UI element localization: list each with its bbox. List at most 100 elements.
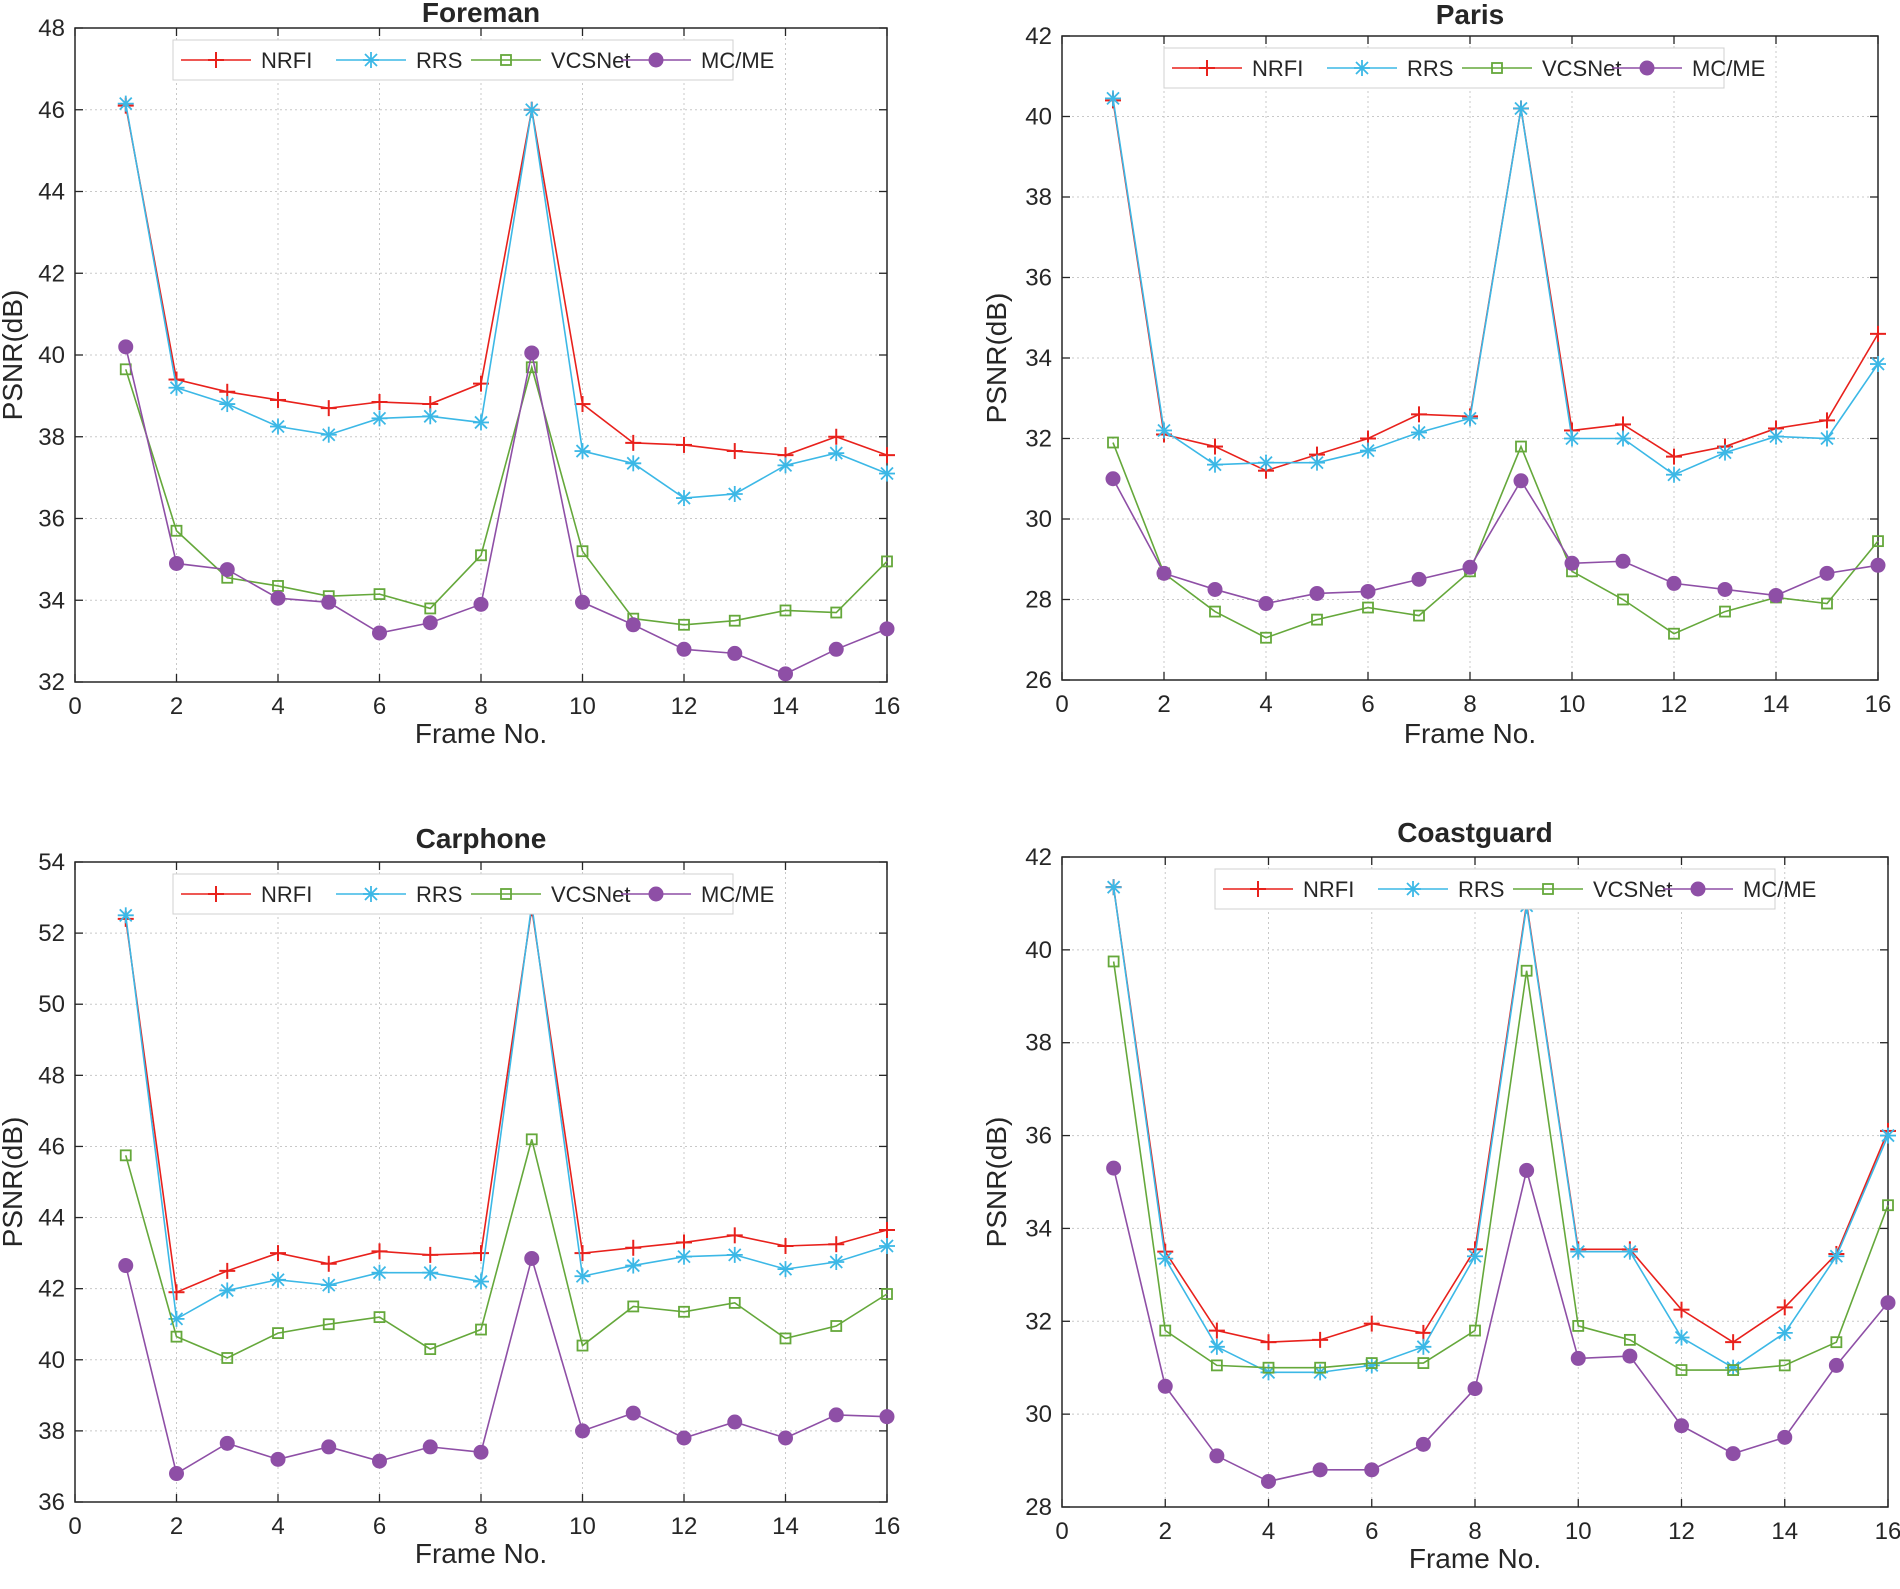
point-mc-me-6 <box>1411 571 1427 587</box>
legend-label: NRFI <box>1252 56 1303 81</box>
point-rrs-7 <box>473 414 489 431</box>
point-rrs-11 <box>1673 1329 1690 1346</box>
point-rrs-15 <box>879 1238 895 1254</box>
y-tick-label: 28 <box>1025 587 1052 614</box>
point-mc-me-4 <box>321 1439 337 1455</box>
point-mc-me-8 <box>524 1250 540 1266</box>
point-nrfi-2 <box>1208 1322 1225 1339</box>
point-mc-me-14 <box>828 641 844 657</box>
series-line <box>1112 100 1879 472</box>
point-vcsnet-legend <box>500 888 512 900</box>
point-vcsnet-12 <box>728 614 741 627</box>
point-rrs-5 <box>371 410 388 427</box>
x-tick-label: 4 <box>271 693 284 720</box>
point-vcsnet-5 <box>373 588 386 601</box>
point-mc-me-10 <box>1622 1348 1638 1364</box>
y-tick-label: 32 <box>38 669 65 696</box>
point-vcsnet-2 <box>221 1352 234 1364</box>
x-axis-label: Frame No. <box>1409 1543 1541 1574</box>
point-vcsnet-11 <box>678 618 690 631</box>
legend: NRFI RRS VCSNet MC/ME <box>1214 868 1816 910</box>
y-tick-label: 40 <box>1025 104 1052 131</box>
series-nrfi <box>1105 92 1886 479</box>
point-rrs-13 <box>1768 428 1784 445</box>
point-vcsnet-1 <box>170 524 183 537</box>
point-vcsnet-0 <box>1107 436 1119 449</box>
point-vcsnet-14 <box>830 1320 843 1332</box>
point-vcsnet-5 <box>1362 601 1374 614</box>
point-nrfi-legend <box>208 886 224 902</box>
series-nrfi <box>117 97 895 464</box>
point-mc-me-15 <box>1880 1295 1896 1311</box>
y-tick-label: 30 <box>1025 506 1052 533</box>
point-nrfi-5 <box>1363 1315 1380 1332</box>
point-rrs-12 <box>1717 444 1733 461</box>
legend-item-nrfi: NRFI <box>181 882 312 907</box>
point-mc-me-11 <box>676 1430 692 1446</box>
point-rrs-5 <box>371 1264 388 1281</box>
point-rrs-4 <box>1309 454 1325 471</box>
point-vcsnet-8 <box>525 1133 538 1146</box>
point-rrs-6 <box>422 1264 439 1281</box>
point-nrfi-6 <box>422 1246 439 1263</box>
point-mc-me-0 <box>118 339 134 355</box>
point-mc-me-8 <box>1519 1162 1535 1178</box>
point-rrs-13 <box>1776 1324 1793 1341</box>
y-tick-label: 36 <box>38 1489 65 1516</box>
point-vcsnet-14 <box>830 606 843 619</box>
point-vcsnet-3 <box>272 1327 284 1340</box>
point-rrs-12 <box>726 1246 743 1263</box>
legend-label: MC/ME <box>701 48 774 73</box>
legend-item-mc-me: MC/ME <box>1663 877 1816 902</box>
series-vcsnet <box>1107 436 1884 644</box>
series-mc-me <box>118 339 895 682</box>
chart-foreman: 0 2 4 6 8 10 12 14 16323436384042444648ForemanFr… <box>0 0 900 749</box>
x-axis-label: Frame No. <box>415 1538 547 1569</box>
point-vcsnet-legend <box>500 54 512 66</box>
point-rrs-10 <box>1621 1243 1638 1260</box>
series-line <box>1112 98 1879 476</box>
y-tick-label: 30 <box>1025 1401 1052 1428</box>
legend: NRFI RRS VCSNet MC/ME <box>172 39 774 81</box>
point-vcsnet-15 <box>881 555 893 568</box>
point-rrs-6 <box>422 408 439 425</box>
point-nrfi-15 <box>1870 325 1886 342</box>
legend-item-rrs: RRS <box>336 48 462 73</box>
point-mc-me-10 <box>625 1405 641 1421</box>
x-tick-label: 0 <box>1055 691 1068 718</box>
point-vcsnet-11 <box>678 1305 690 1318</box>
legend-label: VCSNet <box>551 882 630 907</box>
series-line <box>1112 961 1889 1371</box>
point-mc-me-1 <box>169 1466 184 1482</box>
legend-label: MC/ME <box>701 882 774 907</box>
series-line <box>124 1139 888 1359</box>
point-nrfi-11 <box>676 436 692 453</box>
point-vcsnet-legend <box>1491 62 1503 74</box>
point-vcsnet-10 <box>1623 1333 1636 1346</box>
x-tick-label: 0 <box>68 693 81 720</box>
point-nrfi-7 <box>473 1245 489 1262</box>
point-nrfi-11 <box>1666 448 1682 465</box>
point-mc-me-13 <box>778 666 793 682</box>
series-line <box>124 346 888 675</box>
point-nrfi-2 <box>1207 438 1223 455</box>
point-mc-me-9 <box>1564 555 1580 571</box>
legend-label: RRS <box>1407 56 1453 81</box>
point-mc-me-4 <box>321 594 337 610</box>
y-tick-label: 42 <box>1025 844 1052 871</box>
point-rrs-7 <box>1467 1248 1483 1265</box>
point-nrfi-14 <box>1819 412 1835 429</box>
y-tick-label: 44 <box>38 1205 65 1232</box>
y-tick-label: 38 <box>1025 1030 1052 1057</box>
point-rrs-4 <box>320 1277 337 1294</box>
point-rrs-13 <box>777 457 794 474</box>
chart-paris: 0 2 4 6 8 10 12 14 16 26 28 30 32 34 36 38 40 42 Paris Fram… <box>981 0 1891 749</box>
point-vcsnet-4 <box>1311 613 1323 626</box>
y-axis-label: PSNR(dB) <box>981 1117 1012 1248</box>
y-tick-label: 42 <box>1025 23 1052 50</box>
x-tick-label: 14 <box>772 1513 799 1540</box>
point-mc-me-7 <box>1462 559 1478 575</box>
point-rrs-4 <box>320 426 337 443</box>
point-vcsnet-4 <box>322 1318 335 1331</box>
